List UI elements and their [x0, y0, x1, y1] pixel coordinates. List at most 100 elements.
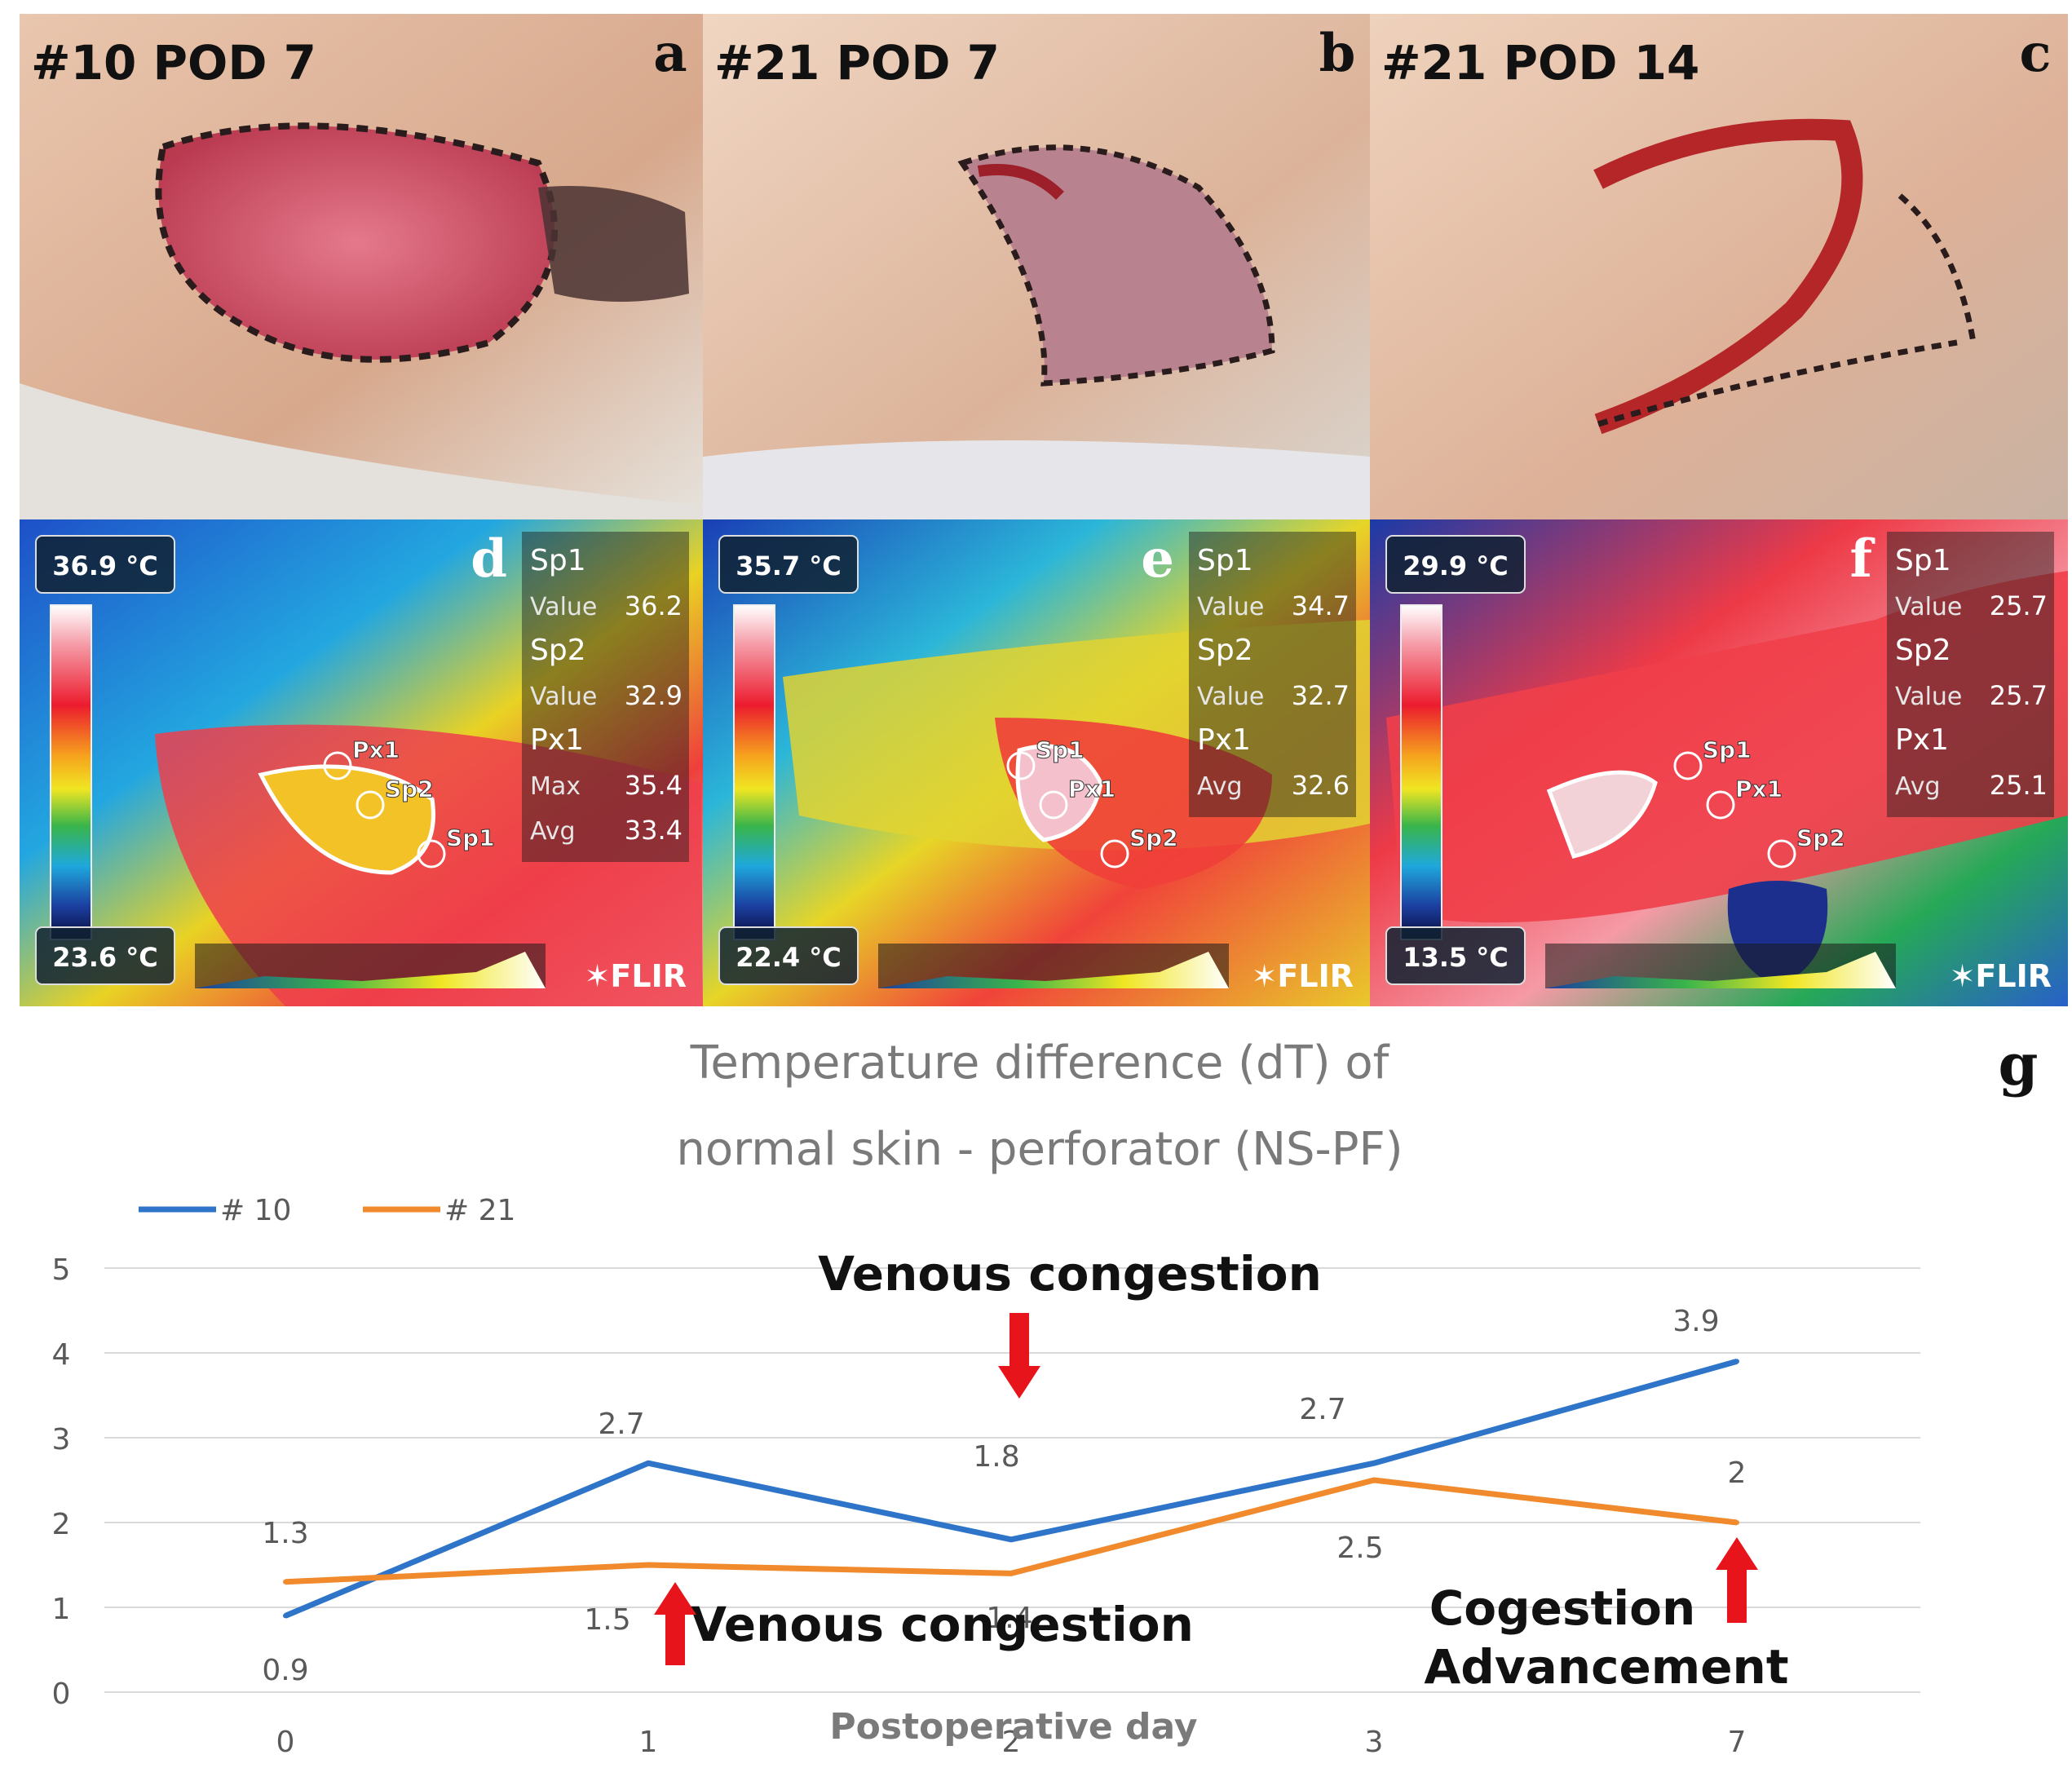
spot-marker — [1767, 839, 1796, 869]
data-point — [646, 1562, 651, 1567]
flir-logo: ✶FLIR — [1252, 958, 1354, 994]
line-chart: 0 1 2 3 4 5 0 1 2 3 7 0.9 2.7 1.8 2.7 3.9 1.3 1.5 1.4 2.5… — [52, 1031, 2039, 1759]
readout-label: Sp2 — [530, 634, 586, 667]
data-label: 1.8 — [973, 1440, 1019, 1474]
data-point — [646, 1461, 651, 1466]
readout-label: Value — [530, 683, 597, 711]
data-point — [1734, 1520, 1739, 1525]
series-lines — [283, 1359, 1739, 1619]
data-label: 2 — [1728, 1456, 1747, 1490]
readout-value: 32.6 — [1292, 770, 1350, 801]
data-label: 1.5 — [584, 1603, 630, 1637]
legend: # 10 # 21 — [139, 1194, 515, 1227]
spot-marker — [1673, 751, 1703, 780]
readout-label: Sp2 — [1197, 634, 1253, 667]
flir-logo: ✶FLIR — [1950, 958, 2052, 994]
readout-value: 25.1 — [1990, 770, 2048, 801]
panel-letter-d: d — [471, 528, 507, 590]
x-tick-label: 2 — [1002, 1726, 1021, 1759]
scale-max-box — [718, 535, 859, 594]
data-point — [1372, 1461, 1376, 1466]
series-line-2 — [285, 1477, 1738, 1585]
spot-marker — [1006, 751, 1036, 780]
spot-marker-label: Px1 — [352, 736, 400, 763]
y-tick-label: 5 — [52, 1253, 71, 1287]
histogram-fill — [1545, 952, 1896, 988]
scale-min: 22.4 °C — [736, 942, 842, 973]
histogram-fill — [195, 952, 546, 988]
scale-min: 23.6 °C — [52, 942, 158, 973]
thermal-overlay-f: 29.9 °C 13.5 °C ✶FLIR Sp1 Value 25.7 Sp2 Value 2… — [1385, 528, 2054, 994]
panel-letter-b: b — [1319, 23, 1356, 84]
photo-panel-b — [703, 14, 1370, 519]
flir-logo: ✶FLIR — [585, 958, 687, 994]
temperature-colorbar — [50, 604, 92, 940]
thermal-overlay-d: 36.9 °C 23.6 °C ✶FLIR Sp1 Value 36.2 Sp2 Value 3… — [35, 528, 689, 994]
data-point — [283, 1579, 288, 1585]
readout-value: 25.7 — [1990, 590, 2048, 621]
readout-panel — [1887, 532, 2054, 817]
data-label: 2.7 — [1299, 1393, 1345, 1426]
thermal-panel-e — [703, 519, 1370, 1006]
y-tick-label: 4 — [52, 1338, 71, 1372]
annotation-arrow-up — [1716, 1537, 1758, 1623]
scale-min-box — [1385, 926, 1526, 985]
data-point — [1734, 1359, 1739, 1364]
data-label: 1.4 — [986, 1602, 1032, 1635]
readout-label: Max — [530, 772, 581, 801]
spot-marker — [1706, 790, 1735, 820]
temperature-colorbar — [1400, 604, 1442, 940]
x-tick-label: 7 — [1728, 1726, 1747, 1759]
readout-label: Px1 — [530, 723, 584, 757]
x-axis-label: Postoperative day — [829, 1706, 1197, 1748]
data-labels: 0.9 2.7 1.8 2.7 3.9 1.3 1.5 1.4 2.5 2 — [262, 1305, 1746, 1687]
readout-label: Sp1 — [1895, 544, 1951, 577]
spot-marker — [1100, 839, 1129, 869]
readout-label: Sp2 — [1895, 634, 1951, 667]
data-point — [1372, 1478, 1376, 1483]
scale-max: 36.9 °C — [52, 550, 158, 581]
panel-label-b: #21 POD 7 — [714, 35, 1000, 91]
spot-marker-label: Sp1 — [1036, 736, 1085, 763]
data-label: 1.3 — [262, 1517, 308, 1550]
spot-marker — [1039, 790, 1068, 820]
panel-letter-g: g — [1999, 1031, 2039, 1098]
readout-panel — [1189, 532, 1356, 817]
panel-letter-c: c — [2020, 23, 2052, 84]
temperature-colorbar — [733, 604, 775, 940]
panel-letter-a: a — [653, 23, 687, 84]
readout-label: Px1 — [1895, 723, 1949, 757]
thermal-panel-f — [1370, 519, 2068, 1006]
spot-marker-label: Sp2 — [1129, 824, 1178, 851]
annotation-text: Venous congestion — [818, 1246, 1322, 1302]
series-line-1 — [284, 1359, 1738, 1619]
photo-panel-c — [1370, 14, 2068, 519]
chart-title-line-2: normal skin - perforator (NS-PF) — [676, 1123, 1403, 1176]
readout-value: 34.7 — [1292, 590, 1350, 621]
data-label: 3.9 — [1672, 1305, 1719, 1338]
readout-label: Value — [1197, 683, 1264, 711]
readout-value: 32.7 — [1292, 680, 1350, 711]
y-tick-label: 2 — [52, 1508, 71, 1541]
legend-label: # 21 — [444, 1194, 515, 1227]
photo-panel-a — [20, 14, 703, 519]
readout-label: Avg — [530, 817, 576, 846]
readout-label: Value — [1895, 593, 1962, 621]
x-axis-ticks: 0 1 2 3 7 — [276, 1726, 1747, 1759]
annotation-arrow-down — [998, 1313, 1040, 1399]
annotations: Venous congestion Venous congestion Cogest… — [654, 1246, 1789, 1695]
spot-marker — [417, 839, 446, 869]
spot-marker-label: Px1 — [1068, 776, 1116, 802]
readout-label: Value — [1197, 593, 1264, 621]
x-tick-label: 1 — [639, 1726, 658, 1759]
readout-value: 33.4 — [625, 815, 683, 846]
readout-value: 36.2 — [625, 590, 683, 621]
scale-max: 29.9 °C — [1403, 550, 1509, 581]
readout-label: Avg — [1895, 772, 1941, 801]
y-tick-label: 3 — [52, 1423, 71, 1456]
chart-title-line-1: Temperature difference (dT) of — [690, 1036, 1390, 1090]
spot-marker-label: Px1 — [1735, 776, 1783, 802]
y-tick-label: 0 — [52, 1677, 71, 1711]
scale-max-box — [35, 535, 175, 594]
